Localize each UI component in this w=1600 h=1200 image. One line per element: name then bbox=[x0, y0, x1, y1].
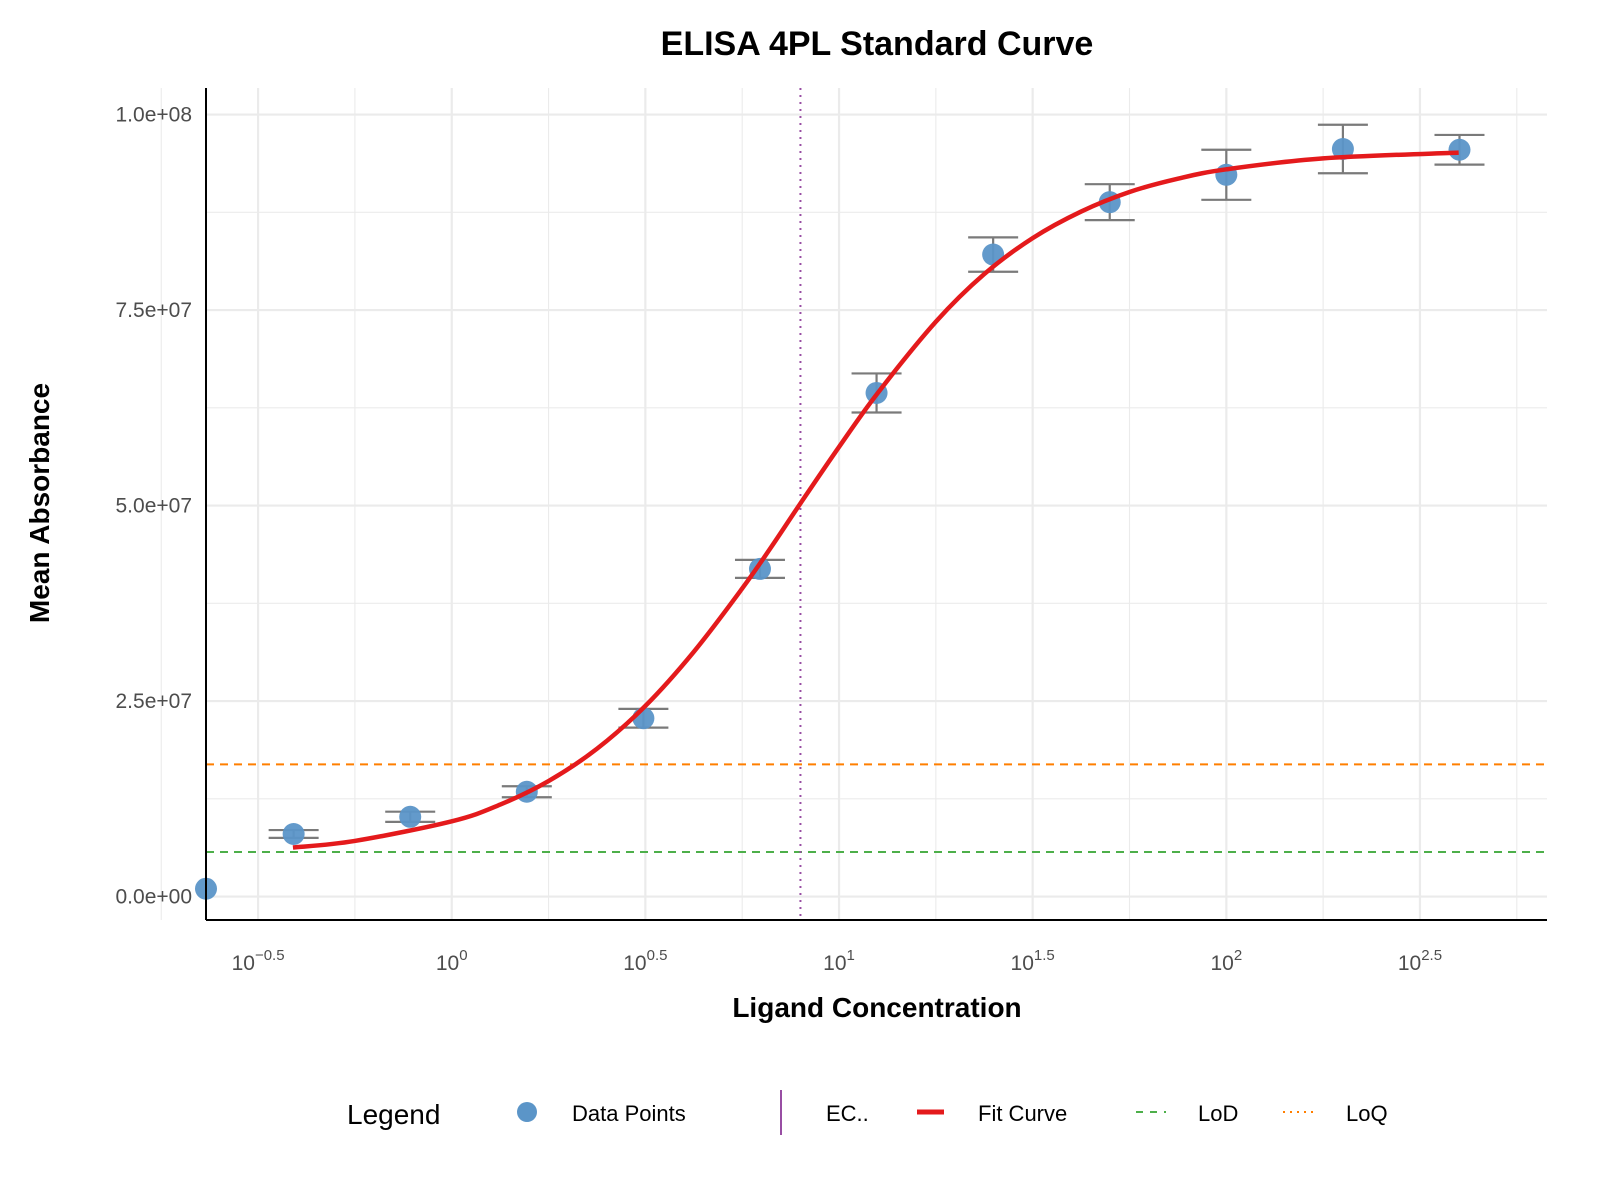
y-tick-label: 2.5e+07 bbox=[116, 690, 193, 713]
y-tick-label: 5.0e+07 bbox=[116, 495, 193, 518]
legend: Legend Data Points EC.. Fit Curve LoD Lo… bbox=[347, 1090, 1388, 1135]
y-tick-label: 7.5e+07 bbox=[116, 299, 193, 322]
legend-label-loq: LoQ bbox=[1346, 1101, 1388, 1126]
x-tick-label: 101.5 bbox=[1011, 947, 1055, 975]
x-tick-label: 100.5 bbox=[623, 947, 667, 975]
legend-label-fit-curve: Fit Curve bbox=[978, 1101, 1067, 1126]
chart-title: ELISA 4PL Standard Curve bbox=[661, 25, 1094, 63]
legend-title: Legend bbox=[347, 1099, 440, 1130]
fit-curve-line bbox=[292, 150, 1459, 850]
grid bbox=[160, 88, 1547, 920]
reference-lines bbox=[206, 88, 1547, 920]
y-tick-label: 1.0e+08 bbox=[116, 104, 193, 127]
legend-key-data-points bbox=[517, 1102, 537, 1122]
x-tick-label: 100 bbox=[436, 947, 468, 975]
legend-label-lod: LoD bbox=[1198, 1101, 1238, 1126]
y-tick-label: 0.0e+00 bbox=[116, 886, 193, 909]
legend-label-data-points: Data Points bbox=[572, 1101, 686, 1126]
x-tick-label: 10−0.5 bbox=[232, 947, 285, 975]
data-point bbox=[1448, 138, 1471, 161]
x-tick-label: 102.5 bbox=[1398, 947, 1442, 975]
x-tick-label: 102 bbox=[1210, 947, 1242, 975]
x-tick-label: 101 bbox=[823, 947, 855, 975]
x-tick-labels: 10−0.5 100 100.5 101 101.5 102 102.5 bbox=[232, 947, 1442, 975]
fit-curve bbox=[292, 150, 1459, 850]
data-point bbox=[1331, 137, 1354, 160]
legend-label-ec50: EC.. bbox=[826, 1101, 869, 1126]
data-points bbox=[195, 137, 1471, 900]
data-point bbox=[282, 822, 305, 845]
y-tick-labels: 0.0e+00 2.5e+07 5.0e+07 7.5e+07 1.0e+08 bbox=[116, 104, 193, 909]
data-point bbox=[399, 805, 422, 828]
y-axis-label: Mean Absorbance bbox=[24, 383, 55, 623]
x-axis-label: Ligand Concentration bbox=[732, 992, 1021, 1023]
axes bbox=[205, 88, 1547, 921]
